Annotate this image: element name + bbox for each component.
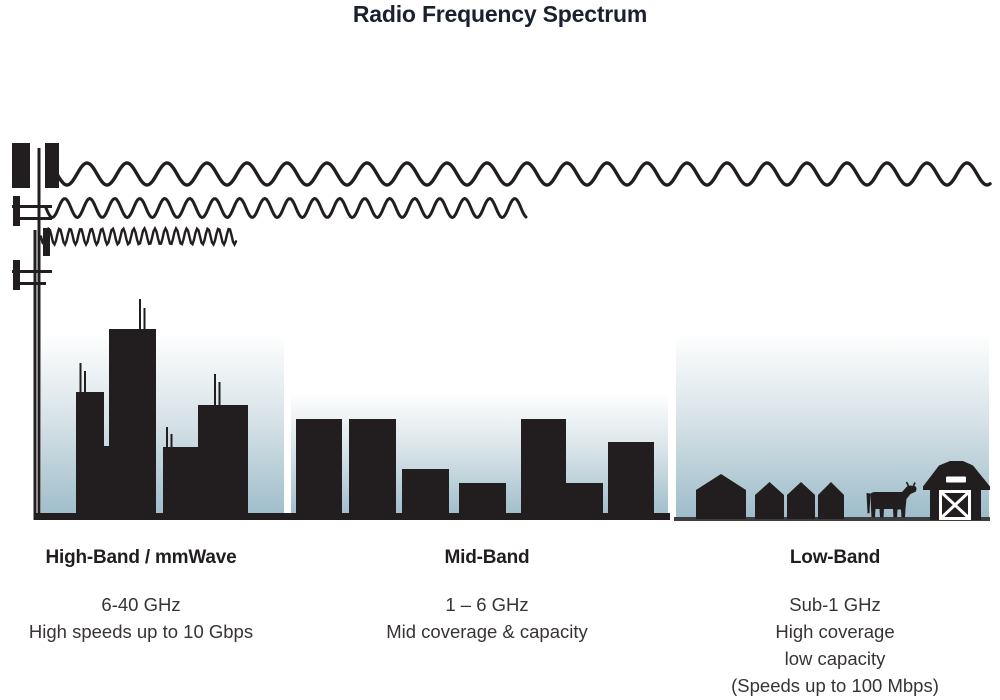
high-band-description: High speeds up to 10 Gbps <box>28 621 254 642</box>
house <box>696 474 746 519</box>
tower-crossbar <box>12 270 52 273</box>
midtown-buildings-icon <box>296 419 654 518</box>
low-band-wave-icon <box>55 161 992 187</box>
mid-band-label: Mid-Band 1 – 6 GHz Mid coverage & capaci… <box>327 546 647 645</box>
tower-panel-antenna <box>43 228 50 256</box>
rural-houses-icon <box>696 474 844 519</box>
building <box>76 392 104 518</box>
house <box>755 482 784 519</box>
mid-band-wave-icon <box>44 196 528 220</box>
house <box>787 482 815 519</box>
tower-panel-antenna <box>45 143 59 188</box>
tower-crossbar <box>20 282 46 285</box>
cow-icon <box>866 481 917 518</box>
radio-waves <box>39 161 992 248</box>
high-band-title: High-Band / mmWave <box>45 547 237 568</box>
tower-crossbar <box>12 205 52 208</box>
building <box>566 483 603 518</box>
building <box>402 469 449 518</box>
low-band-label: Low-Band Sub-1 GHz High coverage low cap… <box>685 546 985 699</box>
building <box>198 405 248 518</box>
barn-door-crossbuck <box>939 490 971 520</box>
low-band-title: Low-Band <box>789 547 881 568</box>
house <box>818 482 844 519</box>
barn-loft-vent <box>946 476 966 483</box>
tower-mast <box>37 148 41 520</box>
high-band-frequency: 6-40 GHz <box>101 594 181 615</box>
cell-tower-icon <box>12 143 59 520</box>
low-band-description: low capacity <box>784 648 886 669</box>
building <box>109 329 156 518</box>
low-band-speed-note: (Speeds up to 100 Mbps) <box>731 675 939 696</box>
mid-band-title: Mid-Band <box>444 547 530 568</box>
page-title: Radio Frequency Spectrum <box>352 1 648 27</box>
rooftop-antennas <box>79 299 221 447</box>
spectrum-scene <box>12 143 992 521</box>
building <box>459 483 506 518</box>
tower-panel-antenna <box>13 260 20 290</box>
mid-band-frequency: 1 – 6 GHz <box>445 594 529 615</box>
building <box>608 442 654 518</box>
building <box>163 447 198 518</box>
tower-crossbar <box>20 217 52 220</box>
tower-panel-antenna <box>13 196 20 226</box>
building <box>103 446 111 518</box>
tower-mast <box>33 230 37 520</box>
city-skyline-icon <box>76 299 248 518</box>
barn-icon <box>923 461 990 520</box>
low-band-frequency: Sub-1 GHz <box>789 594 881 615</box>
building <box>521 419 566 518</box>
high-band-wave-icon <box>39 225 238 248</box>
mid-band-description: Mid coverage & capacity <box>386 621 588 642</box>
building <box>349 419 396 518</box>
tower-panel-antenna <box>12 143 30 188</box>
high-band-label: High-Band / mmWave 6-40 GHz High speeds … <box>11 546 271 645</box>
low-band-description: High coverage <box>775 621 895 642</box>
building <box>296 419 342 518</box>
